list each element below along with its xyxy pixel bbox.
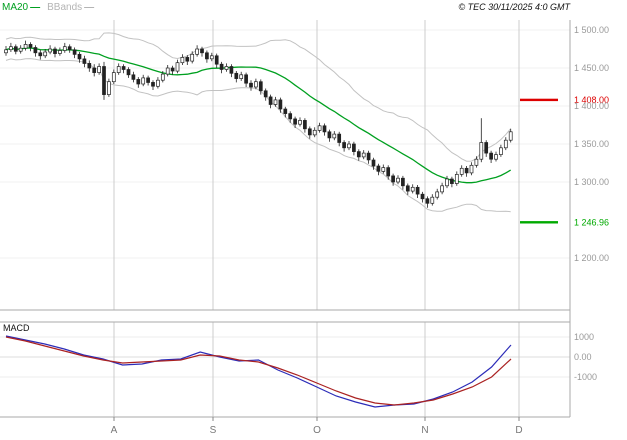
macd-axis-label: 1000 (574, 332, 594, 342)
support-level-label: 1 246.96 (574, 217, 609, 227)
price-axis-label: 1 450.00 (574, 63, 609, 73)
month-axis-label: D (515, 425, 522, 436)
macd-axis-label: -1000 (574, 372, 597, 382)
macd-axis-label: 0.00 (574, 352, 592, 362)
price-axis-label: 1 200.00 (574, 253, 609, 263)
ma20-line (5, 47, 512, 184)
resistance-level-line (520, 98, 558, 102)
indicator-legend: MA20— BBands — (2, 2, 101, 13)
month-axis-label: O (313, 425, 321, 436)
copyright-text: © TEC 30/11/2025 4:0 GMT (458, 2, 570, 12)
legend-line-sample: — (84, 2, 95, 13)
legend-line-sample: — (30, 2, 41, 13)
bollinger-lower-line (5, 58, 511, 213)
resistance-level-label: 1 408.00 (574, 95, 609, 105)
legend-item-bbands: BBands — (47, 2, 95, 13)
macd-line (5, 335, 512, 408)
price-axis-label: 1 500.00 (574, 25, 609, 35)
month-axis-label: S (210, 425, 217, 436)
candles (4, 40, 513, 208)
month-axis-label: N (421, 425, 428, 436)
panel-borders (0, 20, 571, 421)
price-axis-label: 1 400.00 (574, 101, 609, 111)
legend-item-ma20: MA20— (2, 2, 41, 13)
month-axis-label: A (111, 425, 118, 436)
gridlines (0, 20, 570, 417)
macd-panel-label: MACD (3, 323, 30, 333)
bollinger-upper-line (5, 32, 512, 162)
price-axis-label: 1 350.00 (574, 139, 609, 149)
macd-signal-line (5, 336, 512, 406)
support-level-line (520, 221, 558, 224)
price-axis-label: 1 300.00 (574, 177, 609, 187)
